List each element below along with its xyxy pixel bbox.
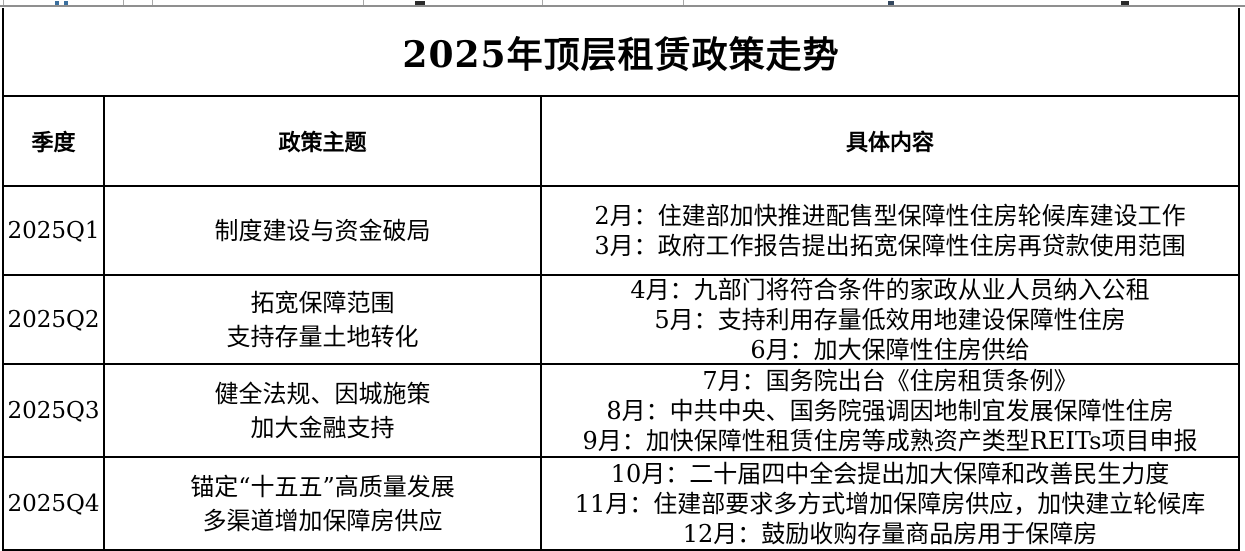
table-header-row: 季度 政策主题 具体内容: [4, 95, 1238, 185]
remnant-text-fragment: [64, 1, 68, 5]
table-row-q4: 2025Q4 锚定“十五五”高质量发展 多渠道增加保障房供应 10月：二十届四中…: [4, 456, 1238, 549]
policy-table: 2025年顶层租赁政策走势 季度 政策主题 具体内容 2025Q1 制度建设与资…: [2, 8, 1240, 551]
content-line: 5月：支持利用存量低效用地建设保障性住房: [654, 305, 1126, 334]
content-line: 8月：中共中央、国务院强调因地制宜发展保障性住房: [606, 396, 1174, 425]
quarter-label: 2025Q1: [7, 217, 100, 244]
theme-line: 锚定“十五五”高质量发展: [190, 472, 455, 501]
content-line: 12月：鼓励收购存量商品房用于保障房: [682, 519, 1098, 548]
quarter-label: 2025Q2: [7, 306, 100, 333]
content-line: 10月：二十届四中全会提出加大保障和改善民生力度: [610, 459, 1170, 488]
quarter-label: 2025Q3: [7, 397, 100, 424]
theme-line: 制度建设与资金破局: [214, 216, 431, 245]
theme-line: 多渠道增加保障房供应: [202, 506, 443, 535]
content-line: 2月：住建部加快推进配售型保障性住房轮候库建设工作: [594, 201, 1186, 230]
table-row-q2: 2025Q2 拓宽保障范围 支持存量土地转化 4月：九部门将符合条件的家政从业人…: [4, 274, 1238, 364]
remnant-text-fragment: [888, 1, 894, 5]
remnant-gridline: [123, 0, 124, 6]
remnant-gridline: [683, 0, 684, 6]
table-row-q1: 2025Q1 制度建设与资金破局 2月：住建部加快推进配售型保障性住房轮候库建设…: [4, 185, 1238, 274]
quarter-label: 2025Q4: [7, 490, 100, 517]
theme-line: 健全法规、因城施策: [214, 379, 431, 408]
remnant-text-fragment: [1121, 1, 1129, 5]
remnant-gridline: [363, 0, 364, 6]
header-content: 具体内容: [845, 130, 934, 156]
theme-line: 加大金融支持: [250, 413, 395, 442]
remnant-gridline: [152, 0, 153, 6]
content-line: 9月：加快保障性租赁住房等成熟资产类型REITs项目申报: [582, 426, 1198, 455]
content-line: 7月：国务院出台《住房租赁条例》: [702, 366, 1078, 395]
remnant-text-fragment: [415, 1, 425, 5]
divider-line: [0, 5, 1245, 7]
theme-line: 拓宽保障范围: [250, 288, 395, 317]
header-theme: 政策主题: [105, 97, 542, 185]
remnant-gridline: [3, 0, 4, 6]
content-line: 11月：住建部要求多方式增加保障房供应，加快建立轮候库: [574, 489, 1206, 518]
remnant-text-fragment: [55, 1, 59, 5]
header-quarter: 季度: [4, 97, 105, 185]
page-title: 2025年顶层租赁政策走势: [402, 33, 840, 76]
theme-line: 支持存量土地转化: [226, 322, 419, 351]
table-row-q3: 2025Q3 健全法规、因城施策 加大金融支持 7月：国务院出台《住房租赁条例》…: [4, 363, 1238, 456]
content-line: 3月：政府工作报告提出拓宽保障性住房再贷款使用范围: [594, 231, 1186, 260]
table-title-row: 2025年顶层租赁政策走势: [4, 8, 1238, 95]
remnant-gridline: [542, 0, 543, 6]
content-line: 6月：加大保障性住房供给: [750, 335, 1030, 364]
content-line: 4月：九部门将符合条件的家政从业人员纳入公租: [630, 275, 1150, 304]
